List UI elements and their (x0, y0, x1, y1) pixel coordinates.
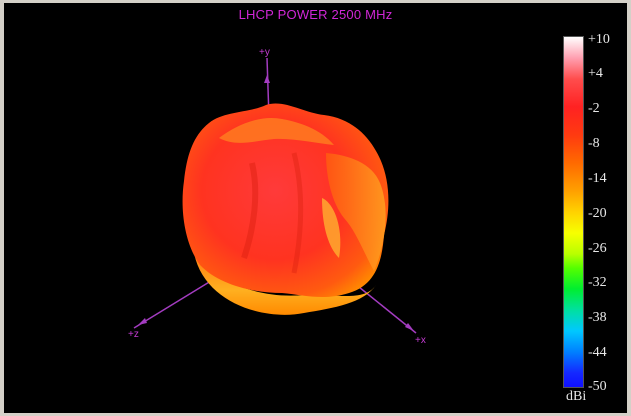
pattern-bottom-lobe (194, 253, 376, 315)
colorbar-tick: -32 (588, 275, 607, 290)
pattern-fold-1 (241, 162, 259, 259)
z-axis-arrow (138, 318, 147, 325)
colorbar-tick: -20 (588, 206, 607, 221)
pattern-right-side (326, 153, 386, 271)
color-scale-bar (563, 36, 584, 388)
colorbar-tick: +4 (588, 66, 603, 81)
radiation-pattern-scene[interactable]: +y +z +x (4, 3, 627, 413)
colorbar-tick: +10 (588, 32, 610, 47)
3d-plot-viewport[interactable]: +y +z +x (4, 3, 627, 413)
radiation-pattern-surface (182, 103, 389, 315)
colorbar-tick: -26 (588, 241, 607, 256)
z-axis-label: +z (128, 329, 139, 340)
y-axis-label: +y (259, 47, 270, 58)
colorbar-tick: -50 (588, 379, 607, 394)
colorbar-tick: -2 (588, 101, 600, 116)
plot-title: LHCP POWER 2500 MHz (238, 7, 393, 22)
pattern-top-highlight (219, 117, 334, 145)
colorbar-unit-label: dBi (566, 389, 587, 404)
x-axis-line (353, 282, 417, 334)
pattern-fold-2 (291, 152, 304, 274)
colorbar-tick: -38 (588, 310, 607, 325)
pattern-yellow-patch-right (322, 198, 341, 258)
colorbar-tick: -44 (588, 345, 607, 360)
x-axis-label: +x (415, 335, 426, 346)
colorbar-tick: -14 (588, 171, 607, 186)
colorbar-tick: -8 (588, 136, 600, 151)
x-axis-arrow (405, 323, 414, 331)
y-axis-arrow (264, 75, 270, 83)
